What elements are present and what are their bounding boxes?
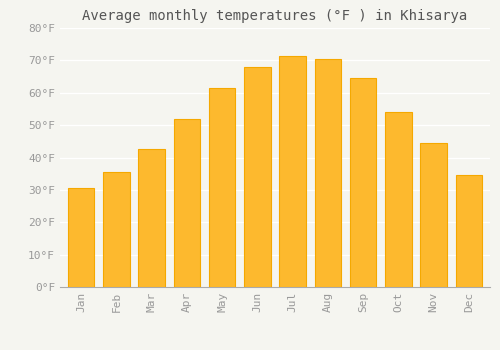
Bar bbox=[280, 56, 306, 287]
Bar bbox=[209, 88, 236, 287]
Bar bbox=[68, 188, 94, 287]
Bar bbox=[456, 175, 482, 287]
Bar bbox=[138, 149, 165, 287]
Bar bbox=[385, 112, 411, 287]
Bar bbox=[314, 59, 341, 287]
Bar bbox=[420, 143, 447, 287]
Bar bbox=[244, 67, 270, 287]
Bar bbox=[350, 78, 376, 287]
Title: Average monthly temperatures (°F ) in Khisarya: Average monthly temperatures (°F ) in Kh… bbox=[82, 9, 468, 23]
Bar bbox=[103, 172, 130, 287]
Bar bbox=[174, 119, 200, 287]
